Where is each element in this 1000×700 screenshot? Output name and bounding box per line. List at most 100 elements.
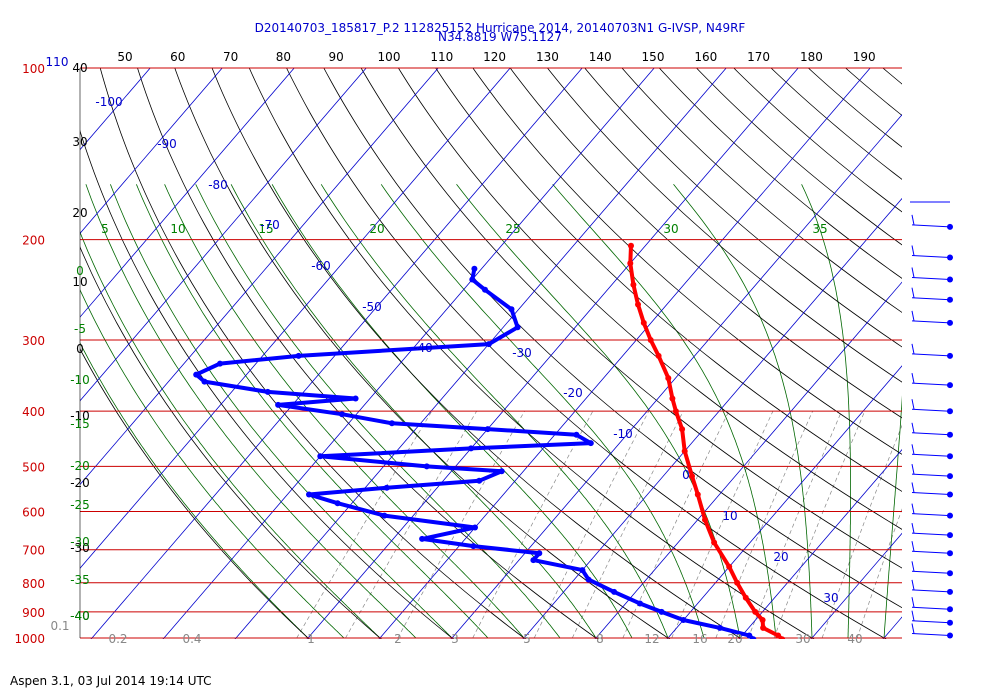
- top-axis-label: 50: [117, 50, 132, 64]
- mixing-ratio-label: 30: [795, 632, 810, 646]
- mixing-ratio-label: 0.4: [182, 632, 201, 646]
- dry-adiabats: [80, 68, 902, 639]
- top-axis-label: 130: [536, 50, 559, 64]
- dewpoint-profile-point: [201, 378, 208, 385]
- wind-barb-flag: [911, 373, 915, 384]
- dewpoint-profile-point: [482, 286, 488, 293]
- green-top-label: 30: [663, 222, 678, 236]
- temperature-profile-point: [635, 301, 641, 308]
- wind-barb-flag: [911, 610, 915, 621]
- temperature-profile-point: [694, 491, 701, 498]
- green-top-label: 25: [505, 222, 520, 236]
- wind-barb-flag: [911, 523, 915, 534]
- dry-adiabat-line: [546, 68, 902, 383]
- wind-barb-staff: [911, 473, 951, 477]
- dewpoint-profile-point: [484, 426, 491, 433]
- top-axis-label: 90: [329, 50, 344, 64]
- temperature-profile-point: [627, 260, 634, 267]
- dewpoint-profile-point: [585, 576, 592, 583]
- wind-barb-flag: [911, 561, 915, 572]
- isotherm-label: -70: [260, 218, 280, 232]
- wind-barb-flag: [911, 503, 915, 514]
- green-left-label: 0: [76, 264, 84, 278]
- temperature-profile-point: [711, 539, 718, 546]
- dry-adiabat-line: [360, 68, 902, 569]
- mixing-ratio-label: 8: [596, 632, 604, 646]
- green-left-label: -40: [70, 609, 90, 623]
- footer-text: Aspen 3.1, 03 Jul 2014 19:14 UTC: [10, 674, 212, 688]
- wind-barb-staff: [911, 453, 951, 457]
- wind-barb-staff: [911, 532, 951, 536]
- wind-barb-staff: [911, 297, 951, 301]
- dry-adiabat-line: [733, 68, 902, 213]
- isotherm-line: [0, 42, 101, 650]
- isotherm-line: [946, 42, 1000, 650]
- top-axis-label: 110: [430, 50, 453, 64]
- wind-barb-staff: [911, 513, 951, 517]
- isotherm-line: [80, 68, 511, 569]
- isotherm-line: [80, 68, 151, 151]
- dry-adiabat-line: [770, 68, 902, 180]
- mixing-ratio-label: 3: [451, 632, 459, 646]
- temperature-profile-point: [669, 395, 676, 402]
- wind-barb-flag: [911, 343, 915, 354]
- isotherm-line: [450, 114, 902, 639]
- mixing-ratio-line: [715, 411, 813, 639]
- isotherm-line: [522, 197, 902, 639]
- dry-adiabat-line: [248, 68, 815, 639]
- wind-barbs: [910, 201, 953, 639]
- chart-title-line1: D20140703_185817_P.2 112825152 Hurricane…: [254, 21, 746, 35]
- wind-barb-staff: [911, 408, 951, 412]
- temperature-profile-point: [647, 337, 654, 343]
- wind-barb-staff: [911, 589, 951, 593]
- dewpoint-profile-point: [536, 550, 543, 557]
- dewpoint-profile-point: [352, 395, 359, 402]
- chart-title-line2: N34.8819 W75.1127: [438, 30, 562, 44]
- wind-barb-staff: [911, 255, 951, 258]
- temperature-profile-point: [630, 281, 637, 288]
- temperature-profile-point: [760, 624, 767, 631]
- wind-barb-staff: [911, 224, 951, 228]
- dry-adiabat-line: [844, 68, 902, 116]
- pressure-tick-label: 500: [22, 460, 45, 474]
- isotherm-line: [594, 281, 902, 639]
- pressure-tick-label: 1000: [14, 632, 45, 646]
- dewpoint-profile-point: [275, 401, 282, 408]
- wind-barb-flag: [911, 541, 915, 552]
- temperature-profile-point: [742, 594, 749, 601]
- temperature-profile-point: [689, 473, 695, 480]
- pressure-tick-label: 400: [22, 405, 45, 419]
- isotherm-line: [80, 68, 295, 318]
- green-top-label: 35: [812, 222, 827, 236]
- mixing-ratio-label: 12: [644, 632, 659, 646]
- mixing-ratio-label: 1: [307, 632, 315, 646]
- dewpoint-profile-point: [508, 306, 515, 313]
- wind-barb-flag: [911, 623, 915, 634]
- isotherm-label: -80: [208, 178, 228, 192]
- isotherm-line: [882, 616, 902, 639]
- dewpoint-profile-point: [746, 632, 753, 639]
- dewpoint-profile-point: [498, 468, 505, 475]
- mixing-ratio-label: 20: [727, 632, 742, 646]
- dry-adiabat-line: [397, 68, 902, 530]
- dewpoint-profile-point: [587, 440, 594, 447]
- left-black-label: -20: [70, 476, 90, 490]
- green-left-label: -15: [70, 417, 90, 431]
- wind-barb-staff: [911, 353, 951, 357]
- top-axis-label: 160: [694, 50, 717, 64]
- pressure-tick-label: 900: [22, 606, 45, 620]
- green-left-label: -20: [70, 459, 90, 473]
- wind-barb-flag: [911, 444, 915, 455]
- top-axis-label: 150: [642, 50, 665, 64]
- wind-barb-flag: [911, 245, 915, 256]
- green-top-label: 5: [101, 222, 109, 236]
- dewpoint-profile-point: [472, 524, 478, 531]
- isotherm-label: -60: [311, 259, 331, 273]
- isotherm-label: -20: [563, 386, 583, 400]
- wind-barb-flag: [911, 597, 915, 608]
- wind-barb-staff: [911, 620, 951, 624]
- dewpoint-profile-point: [388, 420, 395, 427]
- left-black-label: -40: [70, 609, 90, 623]
- temperature-profile-point: [672, 408, 679, 415]
